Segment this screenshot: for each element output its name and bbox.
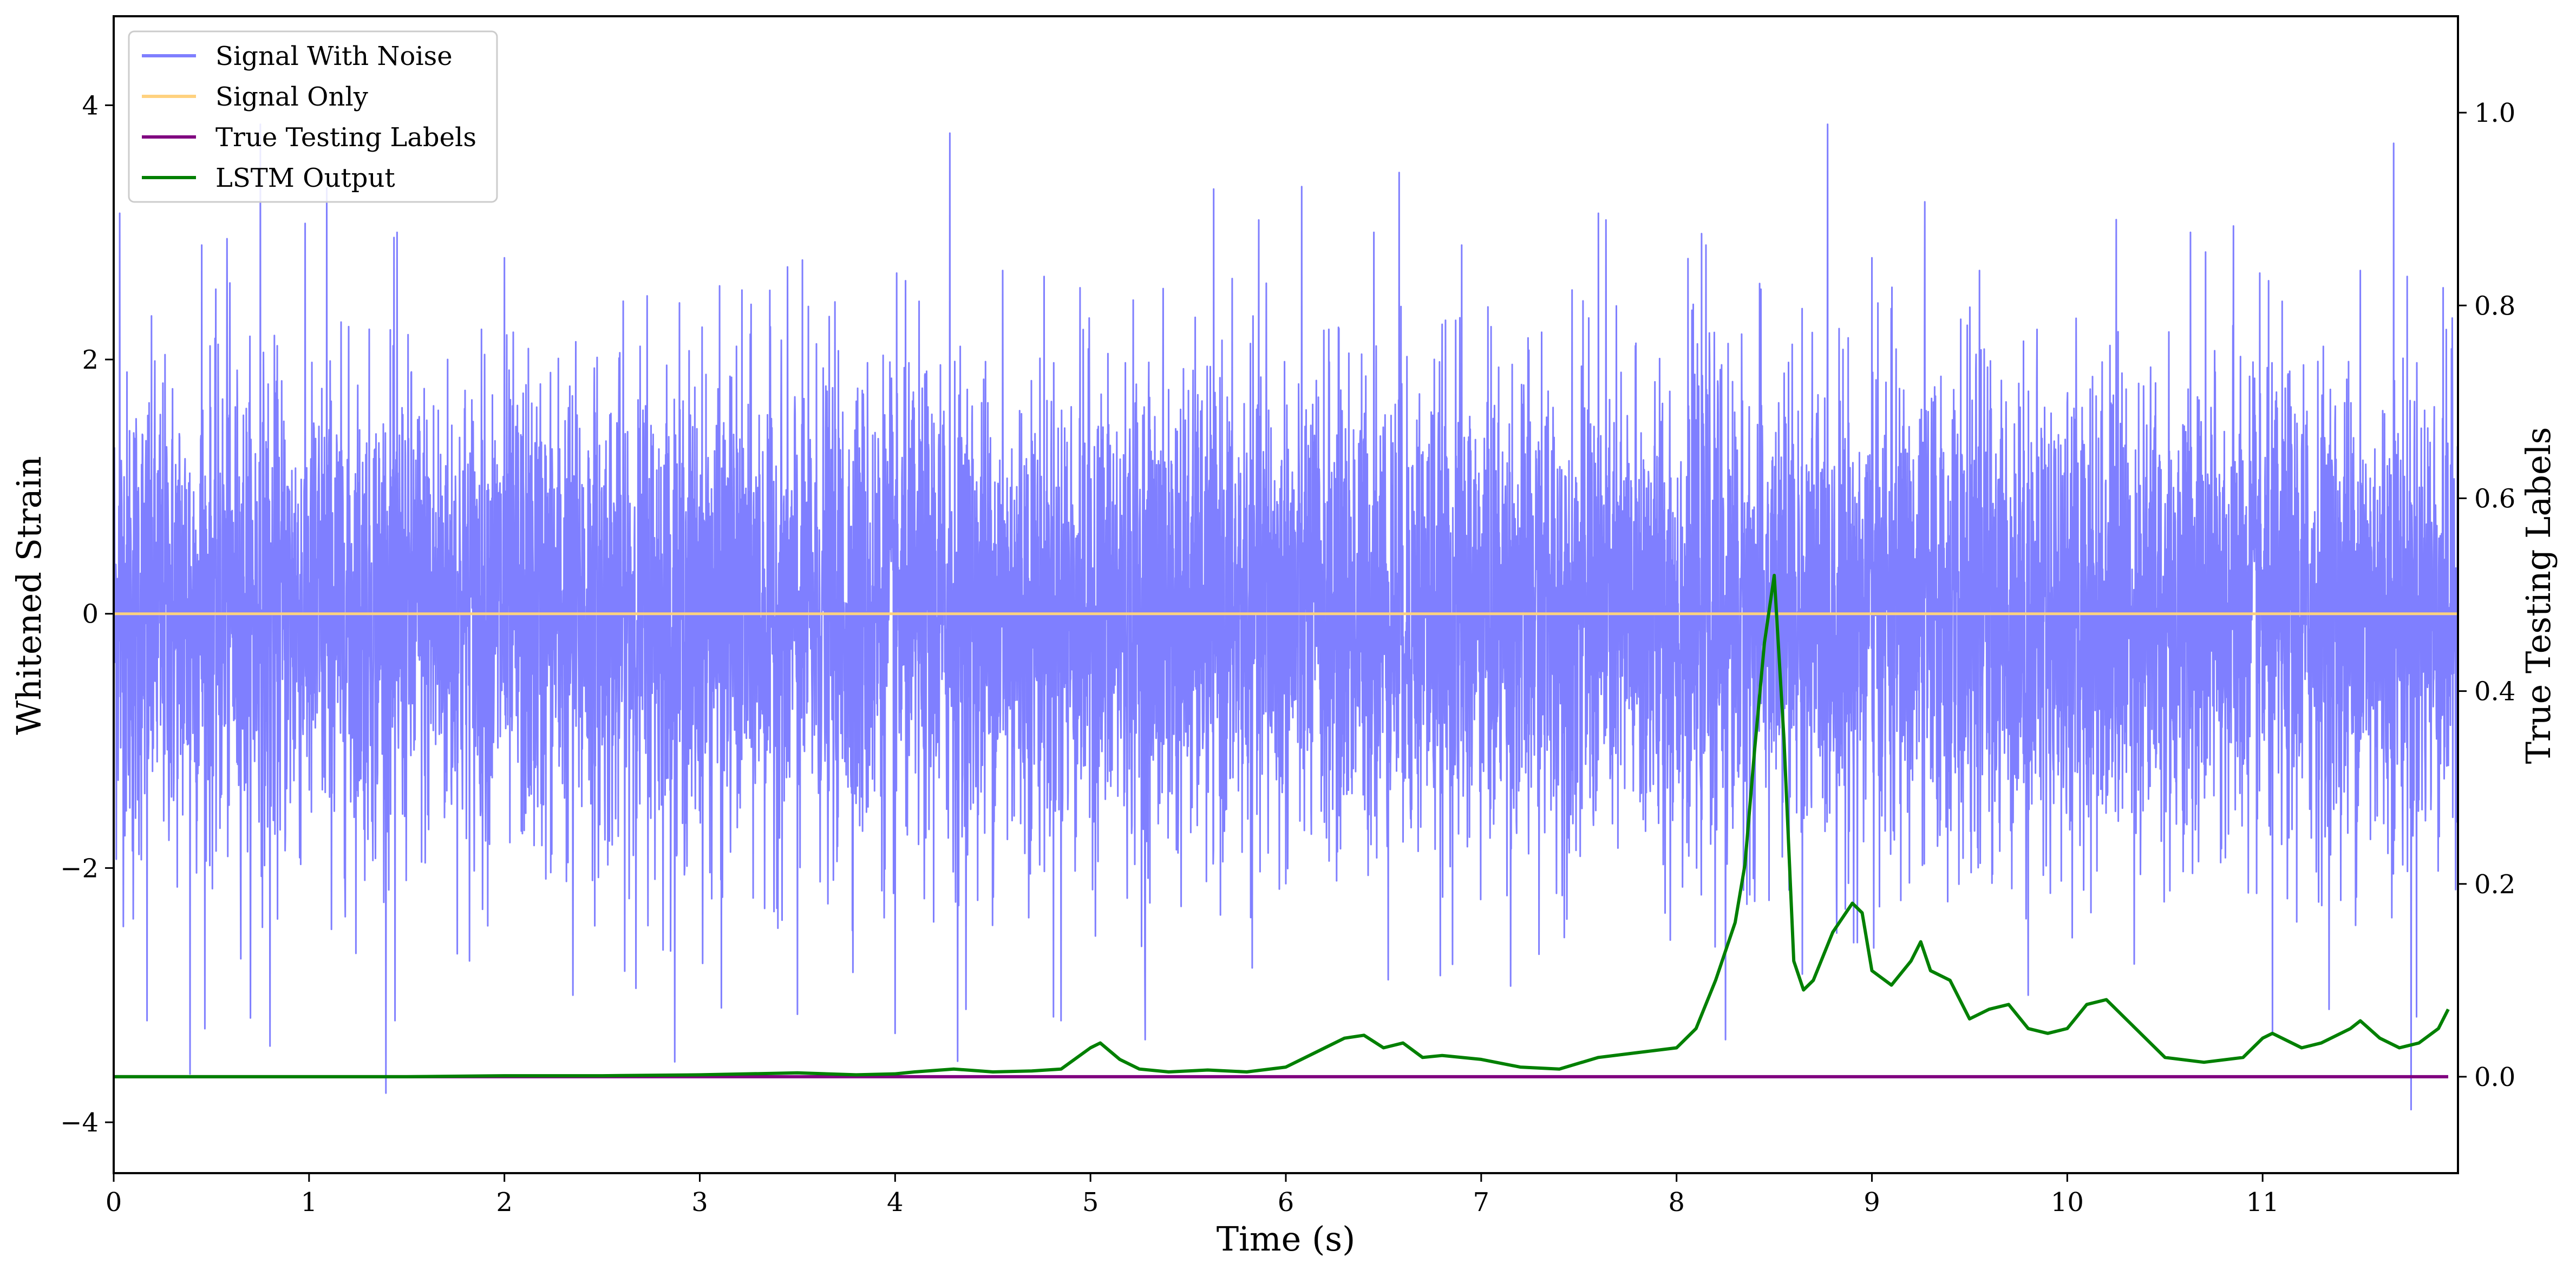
- x-tick-label: 10: [2051, 1187, 2084, 1218]
- legend-label: Signal With Noise: [215, 41, 453, 71]
- x-tick-label: 3: [691, 1187, 708, 1218]
- y-axis-title: Whitened Strain: [9, 456, 49, 735]
- x-tick-label: 9: [1864, 1187, 1880, 1218]
- x-axis: 0 1 2 3 4 5 6 7 8 9 10 11: [106, 1173, 2279, 1218]
- y-tick-label: 0: [82, 599, 99, 630]
- plot-area: [114, 123, 2458, 1111]
- legend-label: Signal Only: [215, 82, 368, 112]
- y-right-tick-label: 0.6: [2474, 483, 2515, 514]
- y-tick-label: 4: [82, 90, 99, 121]
- y-tick-label: −2: [60, 853, 99, 884]
- x-tick-label: 8: [1668, 1187, 1685, 1218]
- x-tick-label: 6: [1278, 1187, 1294, 1218]
- x-tick-label: 2: [496, 1187, 513, 1218]
- y-axis-left: −4 −2 0 2 4: [60, 90, 114, 1138]
- x-tick-label: 5: [1082, 1187, 1099, 1218]
- legend-label: LSTM Output: [215, 163, 395, 193]
- y-right-tick-label: 1.0: [2474, 98, 2515, 128]
- x-tick-label: 0: [106, 1187, 122, 1218]
- legend: Signal With Noise Signal Only True Testing…: [128, 30, 498, 203]
- series-signal-with-noise: [114, 123, 2458, 1111]
- x-tick-label: 1: [301, 1187, 318, 1218]
- x-axis-title: Time (s): [1217, 1219, 1356, 1259]
- y-right-tick-label: 0.2: [2474, 869, 2515, 900]
- legend-box: [128, 30, 498, 203]
- x-tick-label: 7: [1473, 1187, 1490, 1218]
- series-lstm-output: [114, 573, 2450, 1078]
- y-tick-label: −4: [60, 1108, 99, 1138]
- x-tick-label: 11: [2246, 1187, 2279, 1218]
- y-axis-right-title: True Testing Labels: [2519, 427, 2558, 764]
- y-axis-right: 0.0 0.2 0.4 0.6 0.8 1.0: [2458, 98, 2515, 1092]
- y-right-tick-label: 0.8: [2474, 291, 2515, 321]
- y-right-tick-label: 0.0: [2474, 1062, 2515, 1092]
- y-tick-label: 2: [82, 345, 99, 375]
- y-right-tick-label: 0.4: [2474, 677, 2515, 707]
- legend-label: True Testing Labels: [215, 122, 476, 153]
- x-tick-label: 4: [887, 1187, 904, 1218]
